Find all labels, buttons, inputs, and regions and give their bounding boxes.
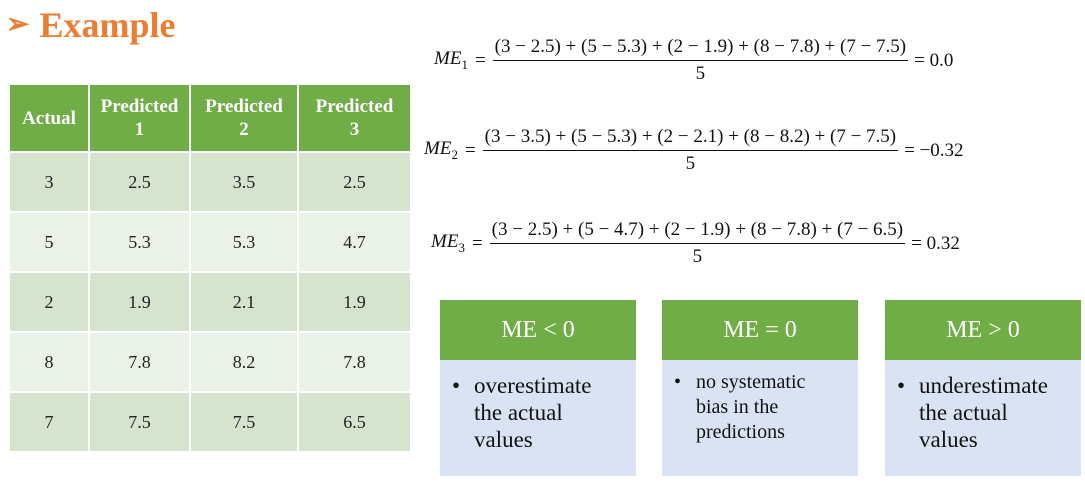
slide-title: ➢ Example — [6, 4, 175, 46]
equals-sign: = — [471, 232, 483, 254]
box-me-positive: ME > 0 • underestimate the actual values — [885, 300, 1081, 476]
formula-fraction: (3 − 2.5) + (5 − 5.3) + (2 − 1.9) + (8 −… — [492, 36, 909, 85]
table-cell: 7.5 — [189, 391, 299, 453]
header-predicted-3: Predicted 3 — [297, 83, 412, 153]
table-cell: 2.5 — [88, 151, 191, 213]
table-cell: 2 — [8, 271, 90, 333]
table-cell: 5.3 — [88, 211, 191, 273]
table-cell: 6.5 — [297, 391, 412, 453]
table-cell: 2.5 — [297, 151, 412, 213]
table-cell: 7 — [8, 391, 90, 453]
formula-result: = 0.0 — [914, 49, 954, 71]
formula-numerator: (3 − 3.5) + (5 − 5.3) + (2 − 2.1) + (8 −… — [482, 126, 899, 151]
formula-me-1: ME1 = (3 − 2.5) + (5 − 5.3) + (2 − 1.9) … — [434, 36, 953, 85]
table-cell: 7.5 — [88, 391, 191, 453]
formula-lhs: ME3 — [431, 231, 465, 255]
formula-lhs: ME2 — [424, 138, 458, 162]
box-header: ME > 0 — [885, 300, 1081, 360]
formula-result: = −0.32 — [904, 139, 964, 161]
table-cell: 2.1 — [189, 271, 299, 333]
box-body: • no systematic bias in the predictions — [662, 360, 858, 445]
formula-numerator: (3 − 2.5) + (5 − 4.7) + (2 − 1.9) + (8 −… — [489, 219, 906, 244]
formula-lhs: ME1 — [434, 48, 468, 72]
formula-denominator: 5 — [692, 246, 703, 267]
table-cell: 8.2 — [189, 331, 299, 393]
header-actual: Actual — [8, 83, 90, 153]
formula-me-2: ME2 = (3 − 3.5) + (5 − 5.3) + (2 − 2.1) … — [424, 126, 964, 175]
slide-title-text: Example — [39, 5, 176, 45]
box-text: underestimate the actual values — [919, 373, 1049, 452]
table-cell: 7.8 — [297, 331, 412, 393]
table-cell: 5.3 — [189, 211, 299, 273]
header-predicted-1: Predicted 1 — [88, 83, 191, 153]
table-row: 8 7.8 8.2 7.8 — [8, 331, 412, 393]
table-row: 3 2.5 3.5 2.5 — [8, 151, 412, 213]
header-predicted-2: Predicted 2 — [189, 83, 299, 153]
table-cell: 7.8 — [88, 331, 191, 393]
equals-sign: = — [464, 139, 476, 161]
formula-me-3: ME3 = (3 − 2.5) + (5 − 4.7) + (2 − 1.9) … — [431, 219, 960, 268]
box-me-negative: ME < 0 • overestimate the actual values — [440, 300, 636, 476]
formula-fraction: (3 − 2.5) + (5 − 4.7) + (2 − 1.9) + (8 −… — [489, 219, 906, 268]
box-text: overestimate the actual values — [474, 373, 592, 452]
table-header-row: Actual Predicted 1 Predicted 2 Predicted 3 — [8, 83, 412, 153]
table-cell: 3 — [8, 151, 90, 213]
box-header: ME = 0 — [662, 300, 858, 360]
formula-denominator: 5 — [695, 63, 706, 84]
bullet-icon: • — [452, 373, 461, 398]
box-me-zero: ME = 0 • no systematic bias in the predi… — [662, 300, 858, 476]
table-cell: 1.9 — [88, 271, 191, 333]
formula-denominator: 5 — [685, 153, 696, 174]
box-header: ME < 0 — [440, 300, 636, 360]
table-cell: 5 — [8, 211, 90, 273]
arrow-bullet-icon: ➢ — [6, 9, 30, 40]
formula-result: = 0.32 — [911, 232, 960, 254]
table-row: 2 1.9 2.1 1.9 — [8, 271, 412, 333]
equals-sign: = — [474, 49, 486, 71]
table-cell: 1.9 — [297, 271, 412, 333]
box-body: • underestimate the actual values — [885, 360, 1081, 453]
bullet-icon: • — [674, 371, 682, 393]
box-text: no systematic bias in the predictions — [696, 371, 806, 443]
table-row: 5 5.3 5.3 4.7 — [8, 211, 412, 273]
table-cell: 4.7 — [297, 211, 412, 273]
table-cell: 3.5 — [189, 151, 299, 213]
table-cell: 8 — [8, 331, 90, 393]
bullet-icon: • — [897, 373, 906, 398]
formula-fraction: (3 − 3.5) + (5 − 5.3) + (2 − 2.1) + (8 −… — [482, 126, 899, 175]
formula-numerator: (3 − 2.5) + (5 − 5.3) + (2 − 1.9) + (8 −… — [492, 36, 909, 61]
table-row: 7 7.5 7.5 6.5 — [8, 391, 412, 453]
predictions-table: Actual Predicted 1 Predicted 2 Predicted 3 … — [8, 83, 412, 453]
box-body: • overestimate the actual values — [440, 360, 636, 453]
